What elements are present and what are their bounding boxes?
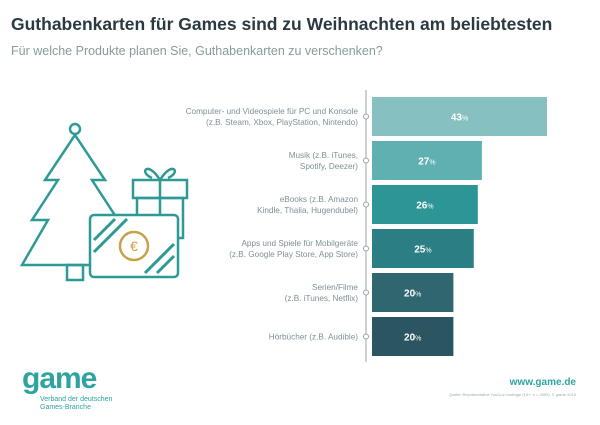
chart-title: Guthabenkarten für Games sind zu Weihnac… [11, 14, 553, 34]
bar [372, 97, 547, 136]
axis-tick-marker [363, 333, 369, 340]
axis-tick-marker [363, 289, 369, 296]
category-label: Computer- und Videospiele für PC und Kon… [186, 107, 359, 116]
data-label: 20% [404, 289, 421, 300]
category-label: Musik (z.B. iTunes, [289, 151, 358, 160]
category-label: (z.B. Steam, Xbox, PlayStation, Nintendo… [206, 118, 358, 127]
logo-subtitle-line: Games-Branche [40, 404, 91, 411]
data-label: 25% [414, 245, 431, 256]
chart-subtitle: Für welche Produkte planen Sie, Guthaben… [11, 44, 383, 58]
axis-tick-marker [363, 157, 369, 164]
game-logo: game [22, 362, 97, 395]
category-label: eBooks (z.B. Amazon [280, 195, 359, 204]
data-label: 26% [416, 201, 433, 212]
data-label: 20% [404, 333, 421, 344]
bar [372, 229, 474, 268]
data-label: 43% [451, 113, 468, 124]
axis-tick-marker [363, 113, 369, 120]
category-label: (z.B. iTunes, Netflix) [285, 294, 359, 303]
category-label: Kindle, Thalia, Hugendubel) [257, 206, 358, 215]
bar [372, 185, 478, 224]
bar [372, 317, 454, 356]
axis-tick-marker [363, 201, 369, 208]
gift-card-illustration: € [20, 122, 189, 282]
category-label: Hörbücher (z.B. Audible) [269, 333, 358, 342]
christmas-tree-icon [20, 122, 131, 282]
bar [372, 141, 482, 180]
bar [372, 273, 454, 312]
website-link[interactable]: www.game.de [509, 377, 576, 388]
logo-subtitle-line: Verband der deutschen [40, 396, 113, 403]
data-label: 27% [418, 157, 435, 168]
axis-tick-marker [363, 245, 369, 252]
category-label: Apps und Spiele für Mobilgeräte [241, 239, 358, 248]
gift-card-icon: € [88, 213, 180, 279]
logo-subtitle: Verband der deutschen Games-Branche [40, 396, 112, 412]
category-label: (z.B. Google Play Store, App Store) [229, 250, 358, 259]
category-label: Spotify, Deezer) [300, 162, 358, 171]
source-note: Quelle: Repräsentative YouGov-Umfrage (1… [448, 392, 576, 397]
euro-icon: € [130, 238, 138, 254]
category-label: Serien/Filme [312, 283, 358, 292]
